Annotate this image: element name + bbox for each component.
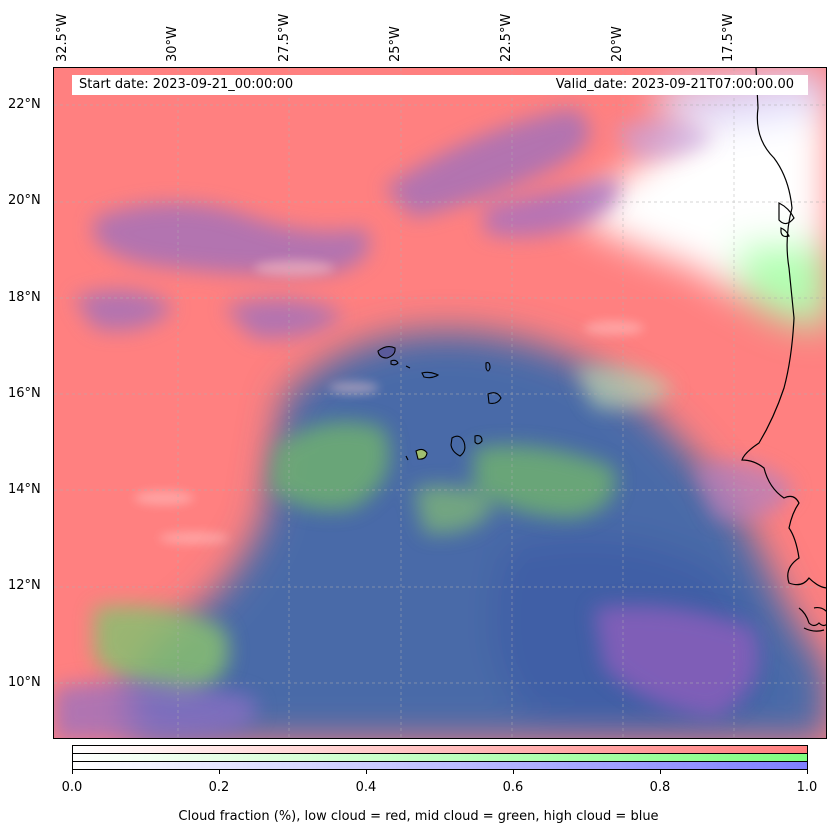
lon-label-30w: 30°W	[165, 26, 180, 62]
colorbar-tick-label: 1.0	[796, 780, 818, 795]
lat-label-18n: 18°N	[8, 290, 41, 305]
africa-coastline	[741, 68, 826, 632]
lower-purple-bands	[54, 461, 794, 738]
lat-label-14n: 14°N	[8, 482, 41, 497]
cape-verde-islands	[377, 345, 502, 461]
colorbar-tick	[660, 769, 661, 774]
colorbar-tick	[219, 769, 220, 774]
upper-purple-bands	[74, 108, 714, 339]
lon-label-25w: 25°W	[388, 26, 403, 62]
cloud-fraction-map	[53, 67, 827, 739]
lat-label-20n: 20°N	[8, 193, 41, 208]
colorbar-tick-label: 0.6	[502, 780, 524, 795]
lon-label-20w: 20°W	[610, 26, 625, 62]
colorbar-tick	[513, 769, 514, 774]
lon-label-32-5w: 32.5°W	[55, 13, 70, 62]
colorbar-tick-label: 0.8	[649, 780, 671, 795]
lat-label-16n: 16°N	[8, 386, 41, 401]
colorbar-caption: Cloud fraction (%), low cloud = red, mid…	[178, 809, 659, 824]
lat-label-10n: 10°N	[8, 675, 41, 690]
colorbar-tick	[807, 769, 808, 774]
colorbar-tick-label: 0.2	[208, 780, 230, 795]
lon-label-27-5w: 27.5°W	[277, 13, 292, 62]
map-canvas	[54, 68, 826, 738]
colorbar-tick-label: 0.0	[61, 780, 83, 795]
colorbar-tick	[366, 769, 367, 774]
valid-date-label: Valid_date: 2023-09-21T07:00:00.00	[555, 75, 801, 95]
colorbar-high-cloud	[72, 761, 808, 770]
lon-label-17-5w: 17.5°W	[721, 13, 736, 62]
colorbar-tick	[72, 769, 73, 774]
lon-label-22-5w: 22.5°W	[499, 13, 514, 62]
lat-label-22n: 22°N	[8, 97, 41, 112]
mid-cloud-patches	[94, 365, 674, 698]
lat-label-12n: 12°N	[8, 578, 41, 593]
cloud-texture	[134, 260, 644, 544]
colorbar-tick-label: 0.4	[355, 780, 377, 795]
gridlines	[54, 68, 826, 738]
